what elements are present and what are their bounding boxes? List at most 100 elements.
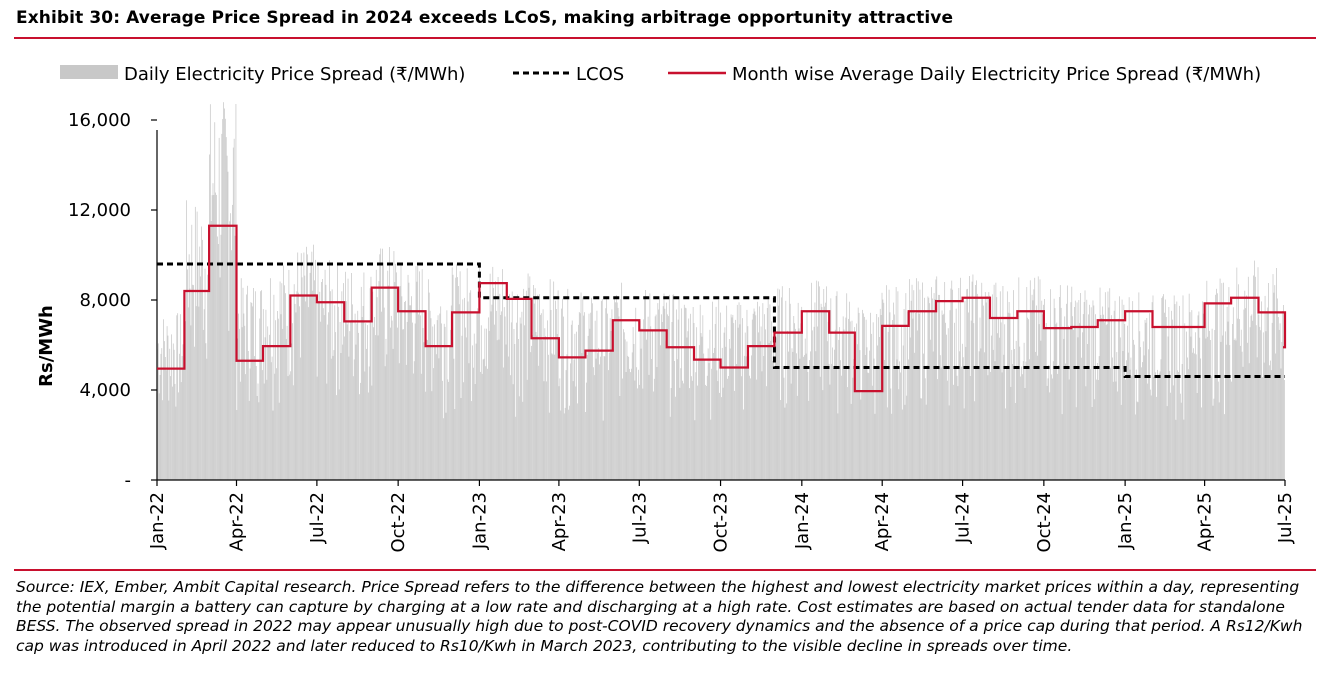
daily-spread-bar	[334, 305, 336, 480]
daily-spread-bar	[1250, 315, 1252, 480]
daily-spread-bar	[169, 348, 171, 480]
daily-spread-bar	[812, 365, 814, 480]
daily-spread-bar	[648, 374, 650, 480]
daily-spread-bar	[1239, 319, 1240, 480]
daily-spread-bar	[170, 376, 171, 480]
daily-spread-bar	[711, 368, 713, 480]
daily-spread-bar	[1248, 363, 1250, 480]
daily-spread-bar	[920, 398, 922, 480]
daily-spread-bar	[361, 317, 363, 480]
daily-spread-bar	[730, 314, 732, 480]
daily-spread-bar	[673, 294, 675, 480]
daily-spread-bar	[555, 300, 556, 480]
daily-spread-bar	[1282, 311, 1284, 480]
daily-spread-bar	[1024, 388, 1026, 480]
daily-spread-bar	[745, 356, 747, 480]
daily-spread-bar	[758, 306, 760, 480]
daily-spread-bar	[775, 337, 777, 480]
daily-spread-bar	[672, 294, 674, 480]
daily-spread-bar	[783, 377, 785, 480]
daily-spread-bar	[963, 408, 965, 480]
daily-spread-bar	[259, 318, 261, 480]
daily-spread-bar	[1132, 301, 1134, 480]
daily-spread-bar	[387, 270, 389, 480]
daily-spread-bar	[481, 373, 483, 480]
daily-spread-bar	[409, 305, 411, 480]
daily-spread-bar	[961, 343, 963, 480]
daily-spread-bar	[957, 386, 959, 480]
daily-spread-bar	[682, 380, 683, 480]
daily-spread-bar	[606, 296, 608, 480]
daily-spread-bar	[516, 322, 517, 480]
daily-spread-bar	[896, 359, 898, 480]
daily-spread-bar	[639, 320, 641, 480]
daily-spread-bar	[277, 318, 279, 480]
daily-spread-bar	[909, 279, 910, 480]
daily-spread-bar	[1094, 399, 1096, 480]
daily-spread-bar	[949, 310, 951, 480]
daily-spread-bar	[420, 373, 422, 480]
daily-spread-bar	[1059, 297, 1060, 480]
daily-spread-bar	[1074, 307, 1075, 480]
daily-spread-bar	[1218, 402, 1220, 480]
daily-spread-bar	[177, 313, 179, 480]
daily-spread-bar	[960, 277, 961, 480]
daily-spread-bar	[227, 171, 229, 480]
daily-spread-bar	[1256, 357, 1258, 480]
daily-spread-bar	[236, 410, 238, 480]
daily-spread-bar	[198, 306, 200, 480]
daily-spread-bar	[897, 291, 899, 480]
daily-spread-bar	[1167, 336, 1169, 480]
daily-spread-bar	[601, 299, 603, 480]
daily-spread-bar	[946, 380, 948, 480]
daily-spread-bar	[358, 332, 359, 480]
daily-spread-bar	[432, 326, 434, 480]
daily-spread-bar	[495, 310, 497, 480]
daily-spread-bar	[187, 269, 188, 480]
daily-spread-bar	[698, 345, 700, 480]
daily-spread-bar	[372, 291, 374, 480]
daily-spread-bar	[389, 247, 390, 480]
daily-spread-bar	[979, 317, 981, 480]
daily-spread-bar	[980, 348, 982, 480]
daily-spread-bar	[1091, 407, 1093, 480]
daily-spread-bar	[197, 265, 199, 480]
daily-spread-bar	[181, 356, 183, 480]
daily-spread-bar	[807, 371, 809, 480]
daily-spread-bar	[398, 363, 400, 480]
daily-spread-bar	[166, 326, 168, 480]
daily-spread-bar	[1204, 305, 1206, 480]
daily-spread-bar	[618, 316, 620, 480]
daily-spread-bar	[1104, 292, 1106, 480]
daily-spread-bar	[1106, 324, 1108, 480]
daily-spread-bar	[613, 349, 615, 480]
daily-spread-bar	[192, 284, 194, 480]
daily-spread-bar	[802, 319, 803, 480]
daily-spread-bar	[815, 351, 817, 480]
daily-spread-bar	[515, 416, 517, 480]
daily-spread-bar	[699, 304, 701, 480]
legend-label-monthly-average: Month wise Average Daily Electricity Pri…	[732, 64, 1261, 85]
daily-spread-bar	[969, 276, 970, 480]
daily-spread-bar	[571, 320, 573, 480]
daily-spread-bar	[853, 359, 855, 480]
daily-spread-bar	[683, 304, 685, 480]
daily-spread-bar	[190, 325, 192, 480]
daily-spread-bar	[961, 366, 962, 480]
daily-spread-bar	[976, 280, 977, 480]
daily-spread-bar	[1161, 298, 1163, 480]
daily-spread-bar	[381, 311, 382, 480]
daily-spread-bar	[704, 360, 705, 480]
daily-spread-bar	[1147, 383, 1149, 480]
daily-spread-bar	[658, 309, 660, 480]
daily-spread-bar	[431, 391, 433, 480]
daily-spread-bar	[1158, 373, 1160, 480]
daily-spread-bar	[1124, 324, 1126, 480]
daily-spread-bar	[1026, 287, 1028, 480]
daily-spread-bar	[312, 290, 314, 480]
daily-spread-bar	[1004, 324, 1006, 480]
daily-spread-bar	[1119, 337, 1121, 480]
daily-spread-bar	[1066, 303, 1067, 480]
daily-spread-bar	[771, 321, 773, 480]
daily-spread-bar	[402, 329, 404, 480]
